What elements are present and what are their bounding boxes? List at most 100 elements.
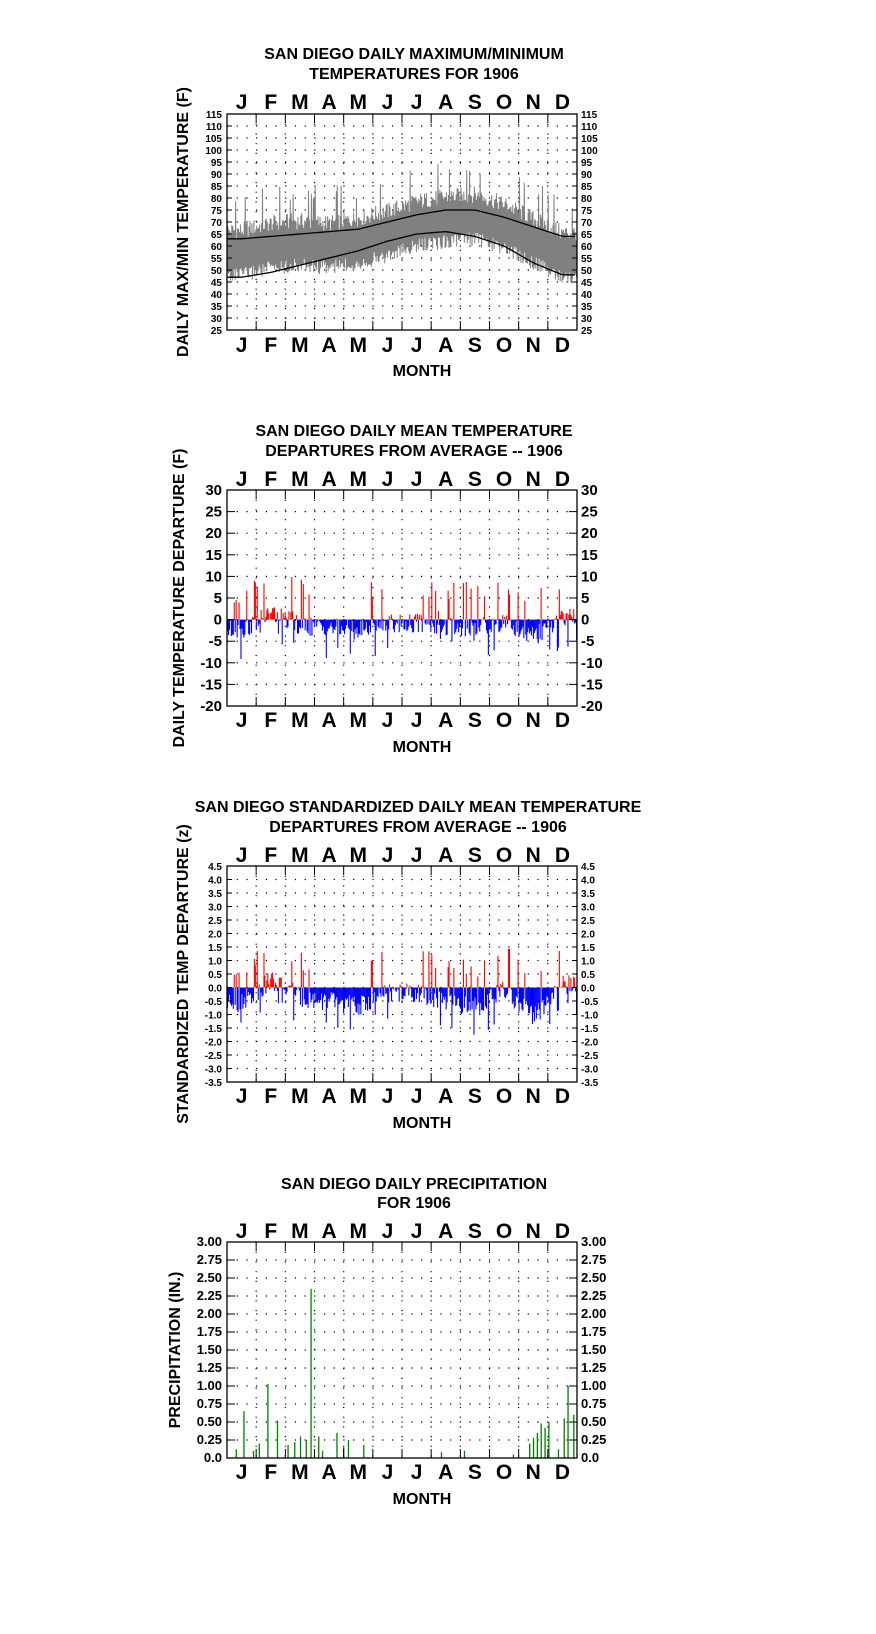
y-tick-label-left: 70 (211, 218, 223, 229)
departure-bar (303, 987, 305, 1000)
y-tick-label-right: 50 (581, 266, 593, 277)
departure-bar (548, 987, 550, 1002)
departure-bar (329, 619, 331, 626)
departure-bar (399, 614, 401, 620)
departure-bar (394, 619, 396, 626)
departure-bar (412, 987, 414, 997)
departure-bar (456, 987, 458, 1006)
departure-bar (457, 619, 459, 624)
departure-bar (316, 987, 318, 1002)
precip-bar (463, 1450, 466, 1458)
departure-bar (250, 619, 253, 634)
departure-bar (240, 987, 242, 1023)
departure-bar (379, 987, 381, 993)
departure-bar (307, 987, 309, 1008)
departure-bar (495, 619, 497, 625)
departure-bar (562, 975, 564, 988)
departure-bar (306, 619, 308, 632)
departure-bar (451, 987, 453, 1028)
departure-bar (481, 619, 483, 621)
month-label-top: M (291, 1220, 309, 1243)
departure-bar (377, 619, 379, 627)
departure-bar (537, 987, 539, 1004)
departure-bar (301, 987, 303, 1007)
y-tick-label-left: 0.0 (208, 984, 222, 995)
departure-bar (513, 987, 515, 1009)
departure-bar (425, 619, 427, 625)
y-tick-label-left: -1.5 (205, 1024, 223, 1035)
departure-bar (310, 617, 312, 620)
month-label-bottom: J (236, 709, 248, 732)
month-label-top: S (468, 468, 482, 491)
precip-bar (529, 1443, 531, 1458)
departure-bar (464, 619, 466, 637)
departure-bar (350, 619, 352, 631)
y-tick-label-right: -3.5 (581, 1078, 599, 1089)
departure-bar (312, 619, 314, 622)
departure-bar (343, 987, 345, 1014)
departure-bar (323, 619, 325, 634)
departure-bar (332, 987, 334, 993)
departure-bar (558, 951, 560, 988)
x-axis-label: MONTH (393, 739, 452, 756)
departure-bar (439, 619, 441, 640)
departure-bar (395, 987, 397, 992)
departure-bar (239, 987, 241, 1010)
departure-bar (236, 987, 238, 1011)
departure-bar (358, 619, 360, 634)
precip-bar (573, 1414, 575, 1458)
departure-bar (359, 987, 361, 1005)
month-label-bottom: M (350, 334, 368, 357)
chart-panel-2: SAN DIEGO DAILY MEAN TEMPERATURE DEPARTUR… (171, 423, 603, 756)
departure-bar (345, 619, 348, 626)
departure-bar (570, 614, 572, 620)
departure-bar (428, 596, 430, 620)
month-label-bottom: J (382, 334, 394, 357)
departure-bar (309, 619, 311, 636)
departure-bar (418, 614, 420, 620)
departure-bar (290, 986, 292, 988)
departure-bar (273, 979, 275, 988)
y-tick-label-left: -0.5 (205, 997, 223, 1008)
departure-bar (282, 987, 284, 989)
departure-bar (345, 987, 348, 1000)
month-label-top: A (321, 91, 336, 114)
departure-bar (255, 619, 257, 631)
departure-bar (341, 987, 343, 1001)
y-tick-label-right: -0.5 (581, 997, 599, 1008)
departure-bar (302, 970, 304, 988)
y-tick-label-right: 3.00 (581, 1234, 606, 1249)
departure-bar (238, 602, 240, 620)
departure-bar (443, 619, 445, 625)
departure-bar (373, 619, 375, 625)
departure-bar (502, 982, 504, 988)
month-label-bottom: J (236, 1085, 248, 1108)
x-axis-label: MONTH (393, 1491, 452, 1508)
departure-bar (489, 987, 491, 990)
precip-bar (347, 1440, 350, 1458)
departure-bar (244, 987, 246, 998)
departure-bar (291, 961, 293, 988)
departure-bar (575, 619, 577, 623)
month-label-top: A (321, 468, 336, 491)
y-tick-label-right: 15 (581, 547, 598, 564)
month-label-bottom: O (496, 1085, 512, 1108)
y-tick-label-left: 80 (211, 194, 223, 205)
precip-bar (310, 1288, 312, 1458)
departure-bar (426, 619, 428, 621)
departure-bar (417, 984, 419, 988)
departure-bar (297, 619, 299, 634)
normal-max-line (227, 209, 576, 240)
departure-bar (317, 619, 319, 622)
data-marks (235, 1288, 575, 1458)
departure-bar (326, 987, 328, 1008)
departure-bar (262, 618, 264, 620)
departure-bar (294, 987, 296, 995)
departure-bar (401, 987, 403, 1000)
precip-bar (540, 1423, 542, 1458)
precip-bar (276, 1420, 279, 1458)
y-tick-label-right: 5 (581, 590, 589, 607)
departure-bar (422, 595, 424, 620)
departure-bar (492, 987, 494, 999)
departure-bar (254, 582, 256, 620)
